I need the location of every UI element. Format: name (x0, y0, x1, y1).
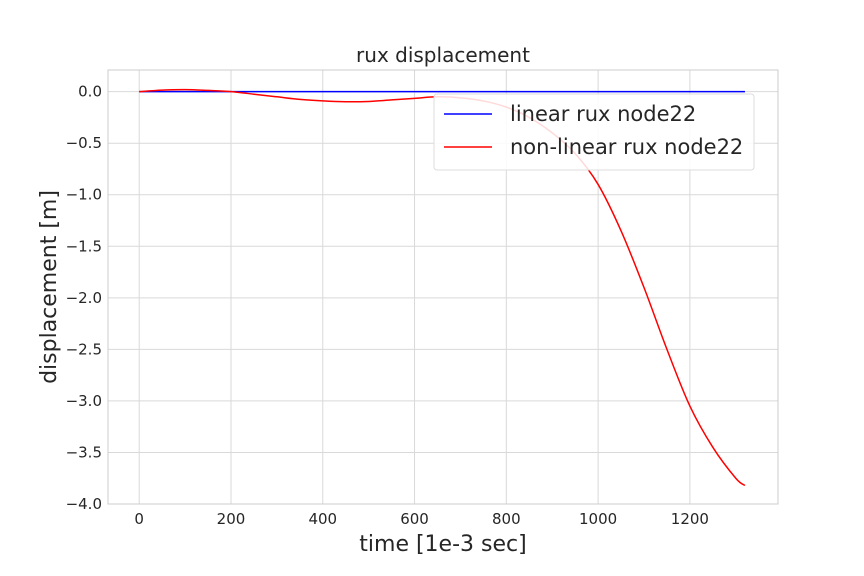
plot-frame (107, 69, 779, 505)
y-axis-label: displacement [m] (37, 190, 62, 384)
legend: linear rux node22 non-linear rux node22 (433, 93, 755, 171)
x-tick-label: 0 (134, 510, 144, 528)
y-tick-label: −2.0 (66, 289, 102, 307)
y-tick-label: −1.0 (66, 186, 102, 204)
x-tick-label: 1000 (579, 510, 617, 528)
x-tick-label: 1200 (671, 510, 709, 528)
x-tick-label: 600 (400, 510, 429, 528)
x-tick-label: 800 (492, 510, 521, 528)
y-tick-label: −1.5 (66, 237, 102, 255)
y-tick-label: −3.0 (66, 392, 102, 410)
x-tick-label: 200 (217, 510, 246, 528)
tick-labels: 0 200 400 600 800 1000 1200 0.0 −0.5 −1.0 −1.5 −2.0… (66, 83, 709, 528)
y-tick-label: −0.5 (66, 134, 102, 152)
legend-box (433, 93, 755, 171)
y-tick-label: −2.5 (66, 340, 102, 358)
x-tick-label: 400 (308, 510, 337, 528)
legend-label-linear: linear rux node22 (510, 102, 696, 126)
y-tick-label: 0.0 (78, 83, 102, 101)
y-tick-label: −4.0 (66, 495, 102, 513)
y-tick-label: −3.5 (66, 443, 102, 461)
x-axis-label: time [1e-3 sec] (359, 532, 526, 557)
chart-title: rux displacement (356, 43, 530, 67)
legend-label-nonlinear: non-linear rux node22 (510, 135, 743, 159)
